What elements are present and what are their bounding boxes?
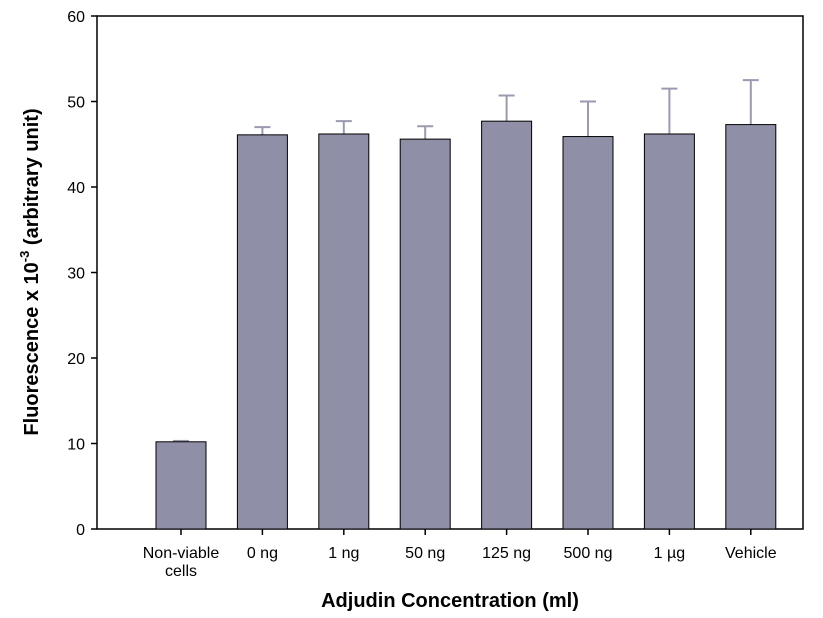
bar [399,138,451,530]
x-tick-label: 1 ng [328,545,359,562]
x-tick-label-line: Vehicle [725,545,777,562]
y-axis: 0 10 20 30 40 50 60 [67,9,97,539]
bar [236,134,288,530]
x-tick-label: 50 ng [405,545,445,562]
bar [643,133,695,530]
x-tick-label-line: 500 ng [564,545,613,562]
bar [725,124,777,530]
bar [562,136,614,530]
bars-group [155,79,777,530]
bar [318,133,370,530]
x-tick-label: 500 ng [564,545,613,562]
y-tick-label: 40 [67,180,85,197]
bar [155,441,207,530]
y-axis-title-superscript: -3 [17,251,32,263]
y-axis-title-main: Fluorescence x 10 [21,262,43,435]
y-tick-label: 50 [67,95,85,112]
x-tick-label: Vehicle [725,545,777,562]
y-axis-title: Fluorescence x 10-3 (arbitrary unit) [17,108,43,435]
x-tick-label-line: Non-viable [143,545,220,562]
y-axis-title-tail: (arbitrary unit) [21,108,43,250]
x-tick-label-line: cells [165,563,197,580]
x-tick-label-line: 0 ng [247,545,278,562]
bar [481,120,533,530]
y-tick-label: 30 [67,266,85,283]
x-tick-label: 125 ng [482,545,531,562]
x-tick-label-line: 125 ng [482,545,531,562]
x-tick-label-line: 1 ng [328,545,359,562]
y-tick-label: 10 [67,437,85,454]
x-tick-label: 0 ng [247,545,278,562]
x-tick-label-line: 1 µg [654,545,685,562]
y-tick-label: 20 [67,351,85,368]
x-tick-label: 1 µg [654,545,685,562]
y-tick-label: 60 [67,9,85,26]
y-tick-label: 0 [76,522,85,539]
x-tick-label-line: 50 ng [405,545,445,562]
x-tick-label: Non-viable cells [143,545,220,580]
x-axis: Non-viable cells 0 ng 1 ng 50 ng 125 ng 500 ng… [143,529,777,580]
x-axis-title: Adjudin Concentration (ml) [321,590,579,612]
